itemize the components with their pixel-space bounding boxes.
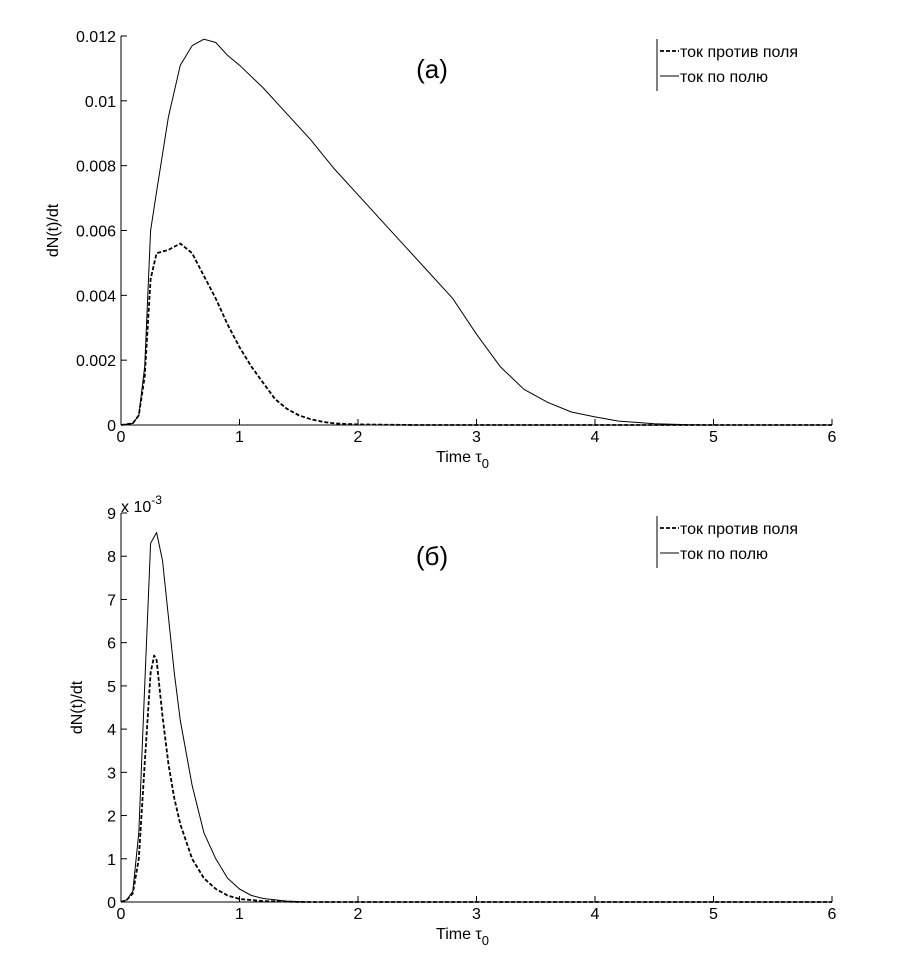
y-tick-label: 0.006 — [76, 224, 116, 241]
x-axis-label: Time τ0 — [436, 449, 489, 471]
y-tick-label: 2 — [107, 809, 116, 826]
x-tick-label: 3 — [472, 429, 481, 446]
y-tick-label: 5 — [107, 679, 116, 696]
series-line-along-field — [120, 38, 832, 426]
x-tick-label: 3 — [472, 906, 481, 923]
y-tick-label: 0 — [107, 418, 116, 435]
x-tick-label: 5 — [709, 906, 718, 923]
x-axis-label-symbol: τ — [475, 926, 482, 943]
legend-entry-label: ток по полю — [680, 546, 768, 563]
legend-entry-label: ток против поля — [680, 521, 798, 538]
legend: ток против поля ток по полю — [656, 516, 798, 568]
y-tick-label: 7 — [107, 592, 116, 609]
y-tick-label: 8 — [107, 549, 116, 566]
x-tick-label: 5 — [709, 429, 718, 446]
x-tick-label: 1 — [235, 906, 244, 923]
y-axis-label: dN(t)/dt — [69, 680, 86, 734]
x-axis-label-subscript: 0 — [482, 933, 489, 948]
y-tick-label: 0 — [107, 895, 116, 912]
x-tick-label: 4 — [591, 429, 600, 446]
chart-panel-a: 0 1 2 3 4 5 6 0 0.002 0.004 0.006 0.008 0.01 0.012 Tim… — [45, 29, 837, 471]
y-tick-label: 0.01 — [85, 94, 116, 111]
x-axis-label: Time τ0 — [436, 926, 489, 948]
series-line-against-field — [120, 242, 832, 426]
x-tick-label: 0 — [117, 429, 126, 446]
y-tick-label: 0.012 — [76, 29, 116, 46]
x-axis-label-text: Time — [436, 926, 475, 943]
x-tick-label: 6 — [828, 429, 837, 446]
y-tick-label: 6 — [107, 636, 116, 653]
y-exponent-label: x 10-3 — [121, 493, 162, 516]
x-tick-label: 1 — [235, 429, 244, 446]
x-tick-label: 2 — [354, 906, 363, 923]
panel-label: (a) — [416, 54, 448, 84]
y-tick-label: 3 — [107, 765, 116, 782]
x-tick-label: 2 — [354, 429, 363, 446]
series-line-against-field — [120, 654, 832, 903]
y-tick-label: 4 — [107, 722, 116, 739]
legend: ток против поля ток по полю — [656, 39, 798, 91]
panel-label: (б) — [416, 541, 448, 571]
x-axis-label-subscript: 0 — [482, 456, 489, 471]
y-tick-label: 9 — [107, 506, 116, 523]
x-tick-label: 4 — [591, 906, 600, 923]
series-line-along-field — [120, 532, 832, 903]
x-axis-label-text: Time — [436, 449, 475, 466]
y-tick-label: 0.008 — [76, 159, 116, 176]
x-axis-label-symbol: τ — [475, 449, 482, 466]
y-exponent-power: -3 — [151, 493, 162, 507]
y-tick-label: 0.002 — [76, 353, 116, 370]
y-tick-label: 1 — [107, 852, 116, 869]
y-exponent-base: x 10 — [121, 499, 151, 516]
x-tick-label: 6 — [828, 906, 837, 923]
legend-entry-label: ток против поля — [680, 44, 798, 61]
y-tick-label: 0.004 — [76, 288, 116, 305]
x-tick-label: 0 — [117, 906, 126, 923]
legend-entry-label: ток по полю — [680, 69, 768, 86]
y-axis-label: dN(t)/dt — [45, 203, 62, 257]
